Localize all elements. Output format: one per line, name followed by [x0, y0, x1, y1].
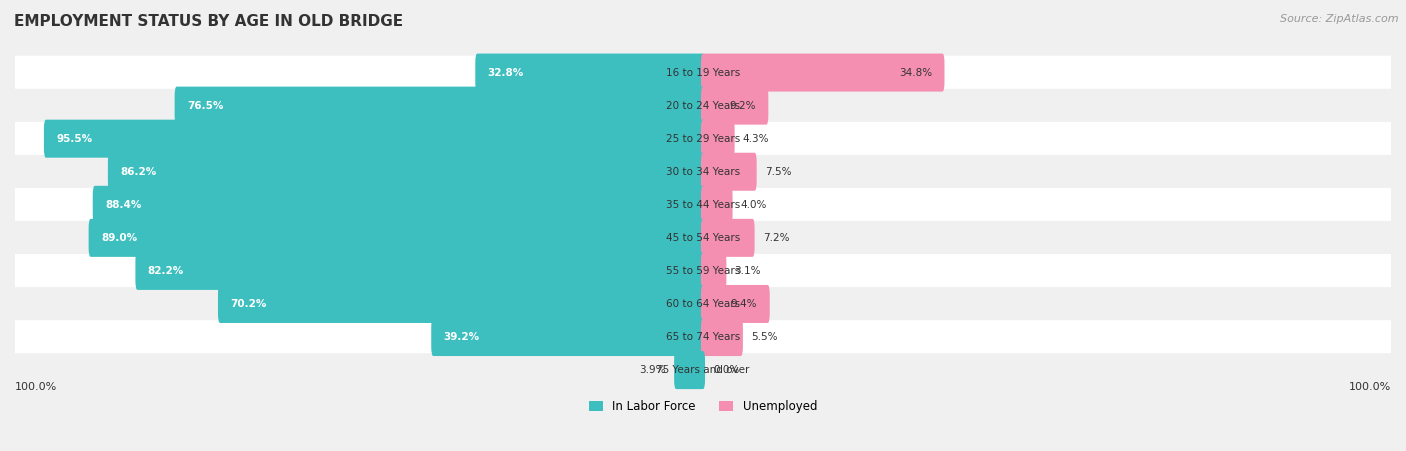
FancyBboxPatch shape [218, 285, 704, 323]
FancyBboxPatch shape [432, 318, 704, 356]
FancyBboxPatch shape [673, 351, 704, 389]
FancyBboxPatch shape [15, 89, 1391, 123]
Text: 20 to 24 Years: 20 to 24 Years [666, 101, 740, 110]
Text: 82.2%: 82.2% [148, 266, 184, 276]
FancyBboxPatch shape [15, 56, 1391, 89]
FancyBboxPatch shape [135, 252, 704, 290]
Text: EMPLOYMENT STATUS BY AGE IN OLD BRIDGE: EMPLOYMENT STATUS BY AGE IN OLD BRIDGE [14, 14, 404, 28]
Text: 88.4%: 88.4% [105, 200, 142, 210]
FancyBboxPatch shape [44, 120, 704, 158]
Text: 5.5%: 5.5% [751, 332, 778, 342]
Legend: In Labor Force, Unemployed: In Labor Force, Unemployed [589, 400, 817, 413]
Text: 35 to 44 Years: 35 to 44 Years [666, 200, 740, 210]
Text: 3.1%: 3.1% [735, 266, 761, 276]
Text: 76.5%: 76.5% [187, 101, 224, 110]
FancyBboxPatch shape [702, 219, 755, 257]
Text: 9.4%: 9.4% [731, 299, 758, 309]
FancyBboxPatch shape [108, 153, 704, 191]
Text: Source: ZipAtlas.com: Source: ZipAtlas.com [1281, 14, 1399, 23]
Text: 30 to 34 Years: 30 to 34 Years [666, 167, 740, 177]
FancyBboxPatch shape [15, 122, 1391, 156]
Text: 86.2%: 86.2% [121, 167, 156, 177]
FancyBboxPatch shape [702, 54, 945, 92]
FancyBboxPatch shape [702, 186, 733, 224]
FancyBboxPatch shape [15, 221, 1391, 255]
Text: 100.0%: 100.0% [15, 382, 58, 391]
Text: 25 to 29 Years: 25 to 29 Years [666, 133, 740, 144]
FancyBboxPatch shape [15, 353, 1391, 387]
Text: 60 to 64 Years: 60 to 64 Years [666, 299, 740, 309]
Text: 7.2%: 7.2% [763, 233, 789, 243]
FancyBboxPatch shape [89, 219, 704, 257]
FancyBboxPatch shape [702, 120, 735, 158]
Text: 55 to 59 Years: 55 to 59 Years [666, 266, 740, 276]
FancyBboxPatch shape [475, 54, 704, 92]
Text: 4.0%: 4.0% [741, 200, 768, 210]
FancyBboxPatch shape [702, 252, 727, 290]
Text: 45 to 54 Years: 45 to 54 Years [666, 233, 740, 243]
Text: 4.3%: 4.3% [742, 133, 769, 144]
FancyBboxPatch shape [15, 287, 1391, 321]
FancyBboxPatch shape [702, 285, 769, 323]
FancyBboxPatch shape [702, 87, 768, 124]
Text: 75 Years and over: 75 Years and over [657, 365, 749, 375]
Text: 32.8%: 32.8% [488, 68, 524, 78]
FancyBboxPatch shape [15, 155, 1391, 189]
FancyBboxPatch shape [702, 318, 742, 356]
Text: 9.2%: 9.2% [730, 101, 756, 110]
Text: 34.8%: 34.8% [898, 68, 932, 78]
Text: 7.5%: 7.5% [765, 167, 792, 177]
Text: 89.0%: 89.0% [101, 233, 138, 243]
FancyBboxPatch shape [702, 153, 756, 191]
Text: 100.0%: 100.0% [1348, 382, 1391, 391]
Text: 3.9%: 3.9% [640, 365, 666, 375]
FancyBboxPatch shape [174, 87, 704, 124]
FancyBboxPatch shape [15, 188, 1391, 221]
Text: 70.2%: 70.2% [231, 299, 267, 309]
Text: 95.5%: 95.5% [56, 133, 93, 144]
Text: 39.2%: 39.2% [444, 332, 479, 342]
FancyBboxPatch shape [15, 254, 1391, 288]
FancyBboxPatch shape [93, 186, 704, 224]
Text: 16 to 19 Years: 16 to 19 Years [666, 68, 740, 78]
Text: 65 to 74 Years: 65 to 74 Years [666, 332, 740, 342]
Text: 0.0%: 0.0% [713, 365, 740, 375]
FancyBboxPatch shape [15, 320, 1391, 354]
